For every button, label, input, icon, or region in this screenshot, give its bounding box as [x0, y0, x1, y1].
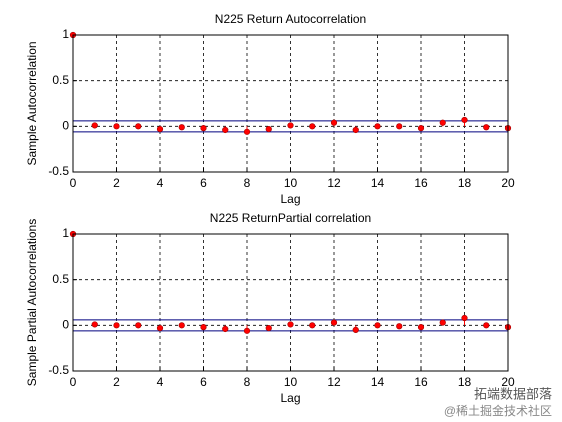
stem-marker: [352, 326, 359, 334]
y-tick-label: 1: [62, 226, 69, 240]
stem-marker: [265, 125, 272, 133]
watermark: 拓端数据部落: [474, 386, 552, 401]
stem-marker: [243, 327, 251, 334]
stem-marker: [309, 322, 316, 329]
axes-box: [72, 233, 509, 372]
stem-marker: [330, 319, 338, 326]
stem-marker: [156, 125, 164, 133]
x-axis-label: Lag: [280, 391, 300, 405]
stem-marker: [243, 128, 251, 135]
stem-marker: [200, 324, 207, 331]
watermark: @稀土掘金技术社区: [444, 403, 552, 418]
y-axis-label: Sample Autocorrelation: [25, 41, 39, 165]
x-tick-label: 16: [414, 375, 428, 389]
stem-marker: [178, 124, 185, 131]
y-tick-label: 0: [62, 318, 69, 332]
stem-marker: [178, 322, 185, 329]
stem-marker: [200, 125, 207, 132]
stem-marker: [156, 324, 164, 332]
stem-marker: [374, 123, 381, 130]
stem-marker: [417, 125, 425, 132]
y-tick-label: 1: [62, 27, 69, 41]
stem-marker: [374, 322, 381, 329]
stem-marker: [330, 119, 338, 126]
stem-marker: [135, 123, 142, 130]
x-tick-label: 8: [244, 375, 251, 389]
stem-marker: [439, 119, 446, 126]
stem-marker: [483, 322, 490, 329]
x-axis-label: Lag: [280, 192, 300, 206]
stem-marker: [417, 324, 425, 331]
x-tick-label: 16: [414, 176, 428, 190]
y-tick-label: 0.5: [52, 73, 69, 87]
x-tick-label: 6: [200, 176, 207, 190]
x-tick-label: 18: [458, 176, 472, 190]
stem-marker: [113, 322, 120, 329]
stem-marker: [135, 322, 142, 329]
chart-title: N225 ReturnPartial correlation: [210, 211, 371, 225]
y-tick-label: 0: [62, 119, 69, 133]
x-tick-label: 12: [327, 176, 341, 190]
stem-marker: [439, 319, 446, 326]
x-tick-label: 18: [458, 375, 472, 389]
stem-marker: [222, 126, 229, 134]
stem-marker: [461, 116, 468, 124]
x-tick-label: 20: [501, 375, 515, 389]
x-tick-label: 8: [244, 176, 251, 190]
x-tick-label: 0: [70, 375, 77, 389]
chart-title: N225 Return Autocorrelation: [215, 12, 366, 26]
stem-marker: [396, 123, 403, 130]
x-tick-label: 0: [70, 176, 77, 190]
stem-marker: [113, 123, 120, 130]
x-tick-label: 14: [371, 176, 385, 190]
stem-marker: [396, 323, 403, 330]
x-tick-label: 4: [157, 375, 164, 389]
x-tick-label: 2: [113, 176, 120, 190]
stem-marker: [91, 122, 98, 129]
x-tick-label: 14: [371, 375, 385, 389]
stem-marker: [483, 124, 490, 131]
stem-marker: [309, 123, 316, 130]
stem-marker: [222, 325, 229, 333]
x-tick-label: 20: [501, 176, 515, 190]
x-tick-label: 4: [157, 176, 164, 190]
x-tick-label: 10: [284, 176, 298, 190]
stem-marker: [461, 314, 468, 322]
axes-box: [72, 34, 509, 173]
y-tick-label: 0.5: [52, 272, 69, 286]
stem-marker: [287, 321, 294, 328]
y-tick-label: -0.5: [48, 363, 69, 377]
y-tick-label: -0.5: [48, 164, 69, 178]
y-axis-label: Sample Partial Autocorrelations: [25, 219, 39, 386]
stem-marker: [91, 321, 98, 328]
x-tick-label: 12: [327, 375, 341, 389]
x-tick-label: 2: [113, 375, 120, 389]
x-tick-label: 6: [200, 375, 207, 389]
stem-marker: [265, 324, 272, 332]
x-tick-label: 10: [284, 375, 298, 389]
stem-marker: [352, 126, 359, 134]
stem-marker: [287, 122, 294, 129]
